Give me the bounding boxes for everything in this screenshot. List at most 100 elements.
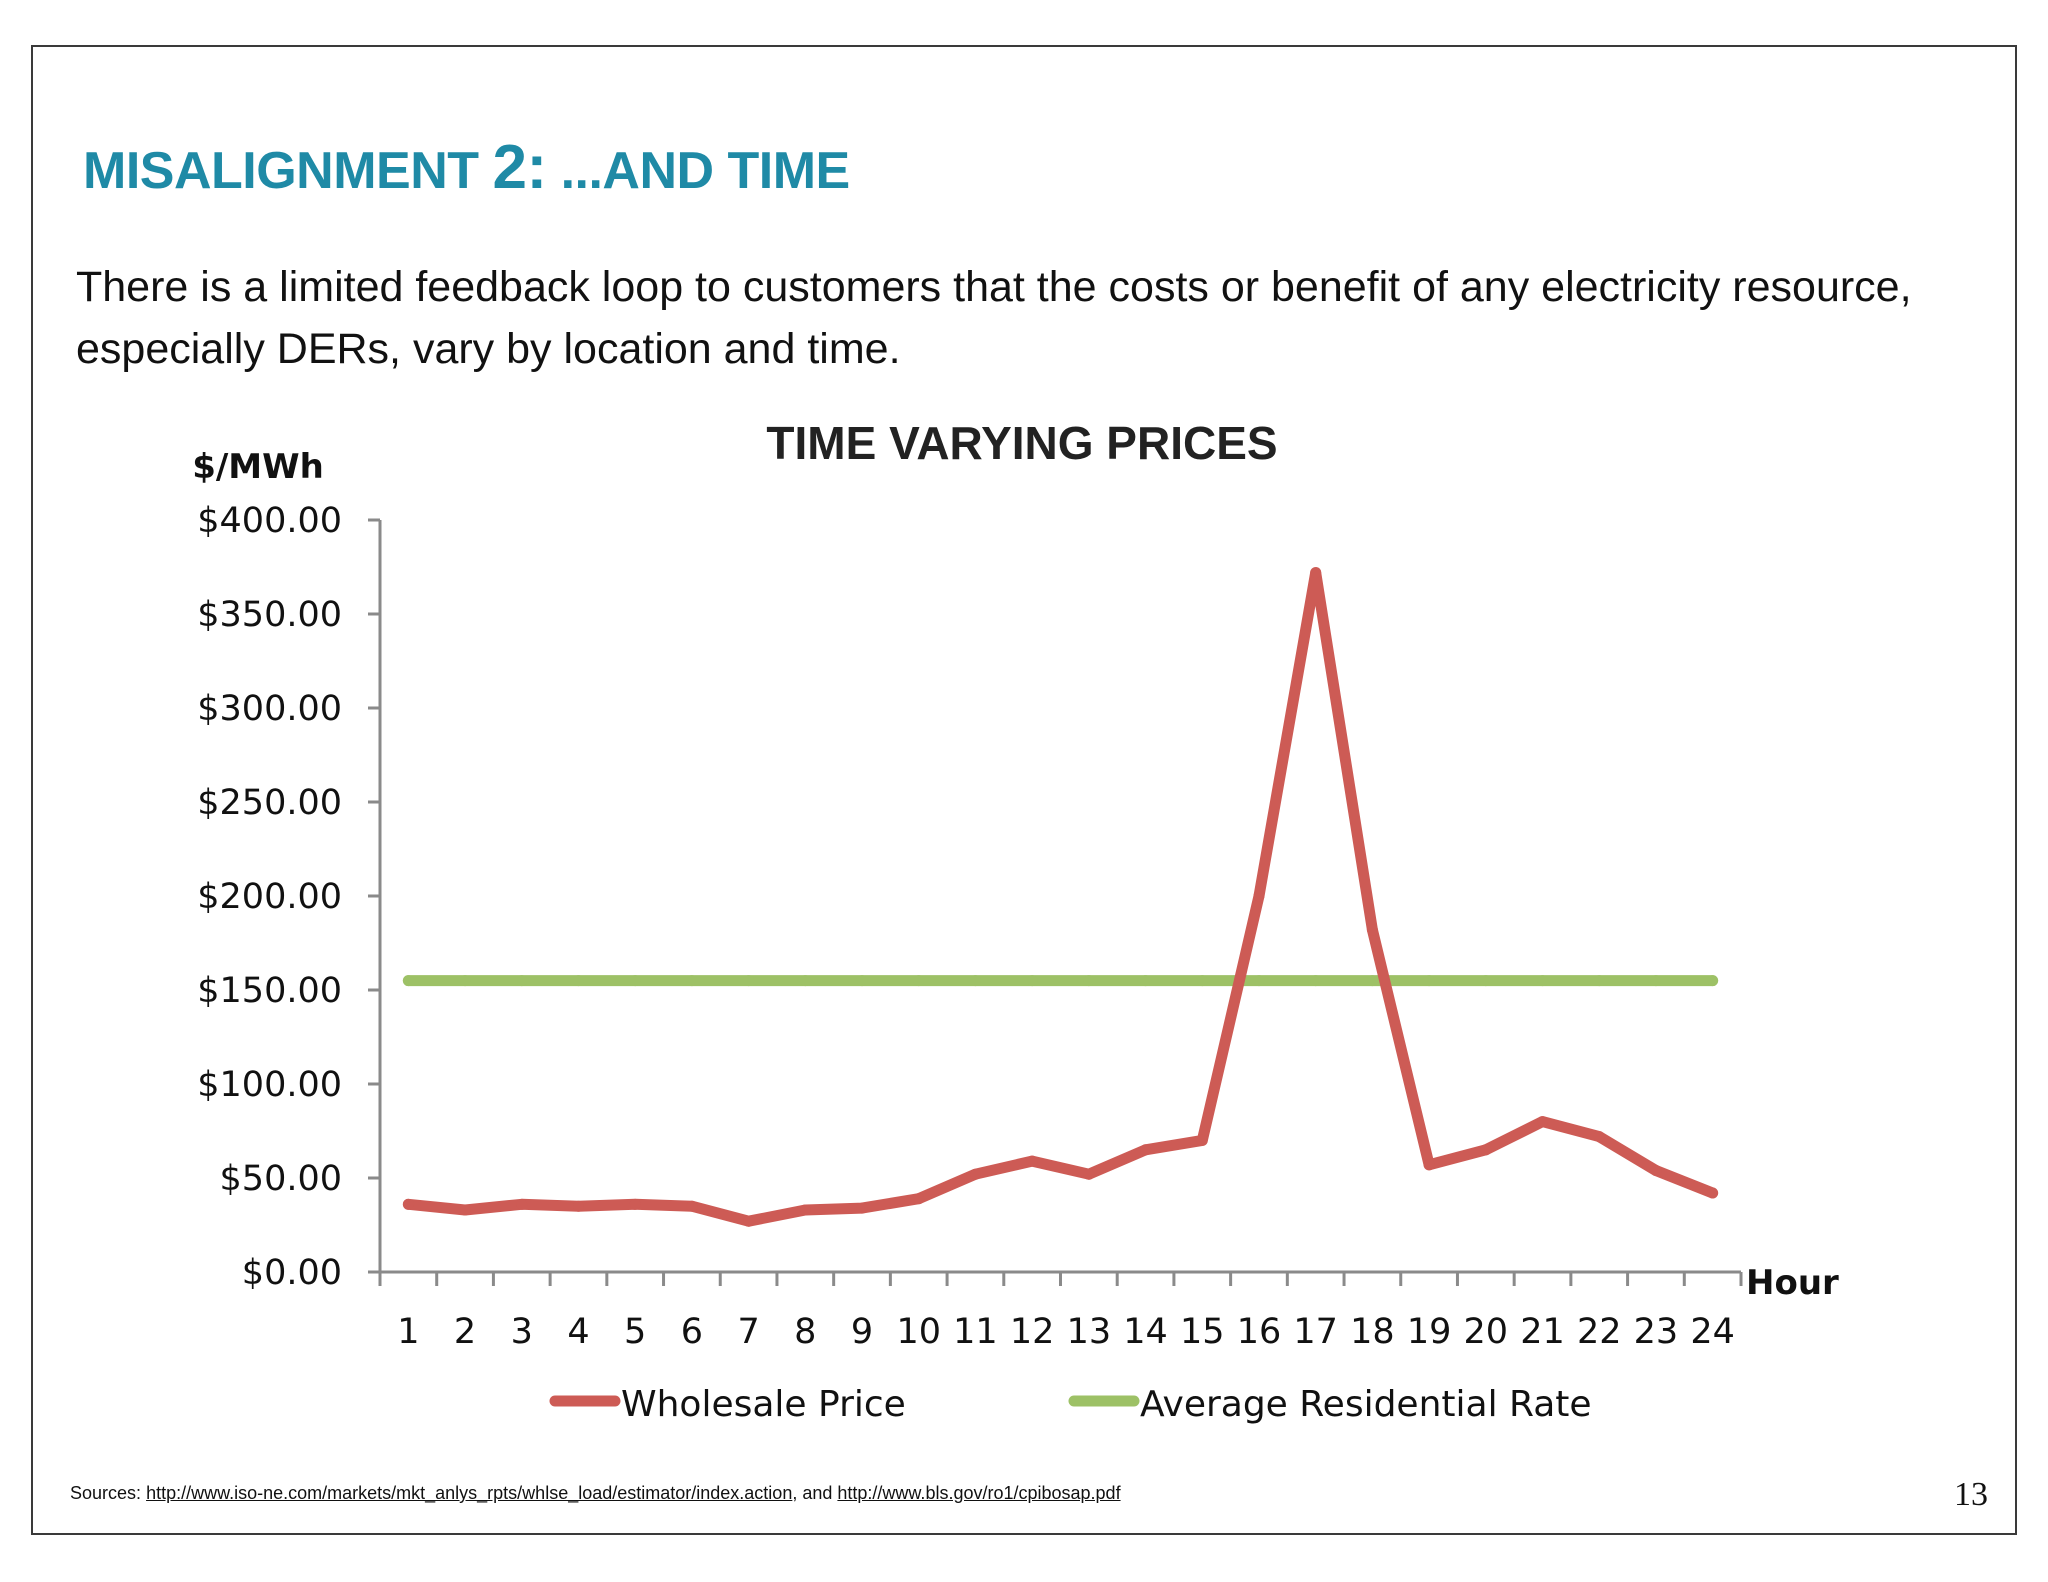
average-residential-rate-point: [743, 975, 755, 987]
x-tick-label: 17: [1293, 1312, 1338, 1352]
y-tick-label: $150.00: [197, 971, 342, 1011]
y-tick-label: $0.00: [242, 1253, 342, 1293]
heading-number: 2:: [492, 133, 547, 202]
average-residential-rate-point: [629, 975, 641, 987]
x-axis-label: Hour: [1746, 1263, 1839, 1303]
average-residential-rate-point: [799, 975, 811, 987]
average-residential-rate-point: [1423, 975, 1435, 987]
y-tick-label: $200.00: [197, 877, 342, 917]
slide-heading: MISALIGNMENT 2: ...AND TIME: [83, 132, 850, 203]
x-tick-label: 7: [737, 1312, 759, 1352]
y-tick-label: $100.00: [197, 1065, 342, 1105]
average-residential-rate-point: [1650, 975, 1662, 987]
average-residential-rate-point: [1253, 975, 1265, 987]
wholesale-price-point: [1253, 890, 1265, 902]
sources-label: Sources:: [70, 1483, 142, 1503]
wholesale-price-point: [1650, 1164, 1662, 1176]
average-residential-rate-point: [1593, 975, 1605, 987]
chart-title: TIME VARYING PRICES: [766, 417, 1277, 469]
average-residential-rate-point: [1083, 975, 1095, 987]
wholesale-price-point: [1423, 1159, 1435, 1171]
x-axis: 1 2 3 4 5 6 7 8 9 10 11 12 13 14 15 16 17 18 19 20 21 22 23 24: [378, 1270, 1743, 1352]
wholesale-price-point: [913, 1193, 925, 1205]
wholesale-price-point: [1366, 924, 1378, 936]
source-link-iso-ne[interactable]: http://www.iso-ne.com/markets/mkt_anlys_…: [146, 1483, 793, 1503]
series-layer: [402, 567, 1719, 1227]
wholesale-price-point: [1026, 1155, 1038, 1167]
wholesale-price-point: [402, 1198, 414, 1210]
sources-note: Sources: http://www.iso-ne.com/markets/m…: [70, 1483, 1121, 1504]
x-tick-label: 4: [567, 1312, 589, 1352]
wholesale-price-point: [1140, 1144, 1152, 1156]
average-residential-rate-point: [686, 975, 698, 987]
wholesale-price-point: [743, 1215, 755, 1227]
wholesale-price-point: [629, 1198, 641, 1210]
x-tick-label: 16: [1237, 1312, 1282, 1352]
x-tick-label: 22: [1577, 1312, 1622, 1352]
heading-part1: MISALIGNMENT: [83, 142, 479, 200]
page-number: 13: [1954, 1476, 1988, 1513]
x-tick-label: 3: [511, 1312, 533, 1352]
wholesale-price-point: [516, 1198, 528, 1210]
average-residential-rate-point: [572, 975, 584, 987]
wholesale-price-point: [572, 1200, 584, 1212]
x-tick-label: 24: [1690, 1312, 1735, 1352]
average-residential-rate-point: [402, 975, 414, 987]
source-link-bls[interactable]: http://www.bls.gov/ro1/cpibosap.pdf: [837, 1483, 1121, 1503]
y-axis: $0.00 $50.00 $100.00 $150.00 $200.00 $250.00 $…: [197, 501, 382, 1293]
y-tick-label: $350.00: [197, 595, 342, 635]
average-residential-rate-point: [1537, 975, 1549, 987]
wholesale-price-point: [459, 1204, 471, 1216]
y-tick-label: $300.00: [197, 689, 342, 729]
heading-part2: ...AND TIME: [560, 142, 851, 200]
average-residential-rate-point: [459, 975, 471, 987]
wholesale-price-point: [1537, 1116, 1549, 1128]
wholesale-price-point: [1083, 1168, 1095, 1180]
x-tick-label: 5: [624, 1312, 646, 1352]
slide-frame: [31, 45, 2017, 1535]
wholesale-price-point: [799, 1204, 811, 1216]
average-residential-rate-point: [1366, 975, 1378, 987]
x-tick-label: 21: [1520, 1312, 1565, 1352]
x-tick-label: 2: [454, 1312, 476, 1352]
x-tick-label: 9: [851, 1312, 873, 1352]
x-tick-label: 12: [1010, 1312, 1055, 1352]
sources-conjunction: , and: [792, 1483, 833, 1503]
wholesale-price-point: [1707, 1187, 1719, 1199]
wholesale-price-point: [856, 1202, 868, 1214]
x-tick-label: 8: [794, 1312, 816, 1352]
x-tick-label: 18: [1350, 1312, 1395, 1352]
wholesale-price-point: [1196, 1134, 1208, 1146]
wholesale-price-point: [969, 1168, 981, 1180]
x-tick-label: 1: [397, 1312, 419, 1352]
average-residential-rate-point: [1480, 975, 1492, 987]
x-tick-label: 10: [896, 1312, 941, 1352]
wholesale-price-point: [1310, 567, 1322, 579]
x-tick-label: 6: [681, 1312, 703, 1352]
x-tick-label: 13: [1067, 1312, 1112, 1352]
x-tick-label: 11: [953, 1312, 998, 1352]
average-residential-rate-point: [969, 975, 981, 987]
wholesale-price-point: [1593, 1131, 1605, 1143]
average-residential-rate-point: [1196, 975, 1208, 987]
average-residential-rate-point: [856, 975, 868, 987]
average-residential-rate-point: [1310, 975, 1322, 987]
legend: Wholesale Price Average Residential Rate: [549, 1384, 1592, 1425]
legend-label: Wholesale Price: [621, 1384, 906, 1425]
x-tick-label: 20: [1464, 1312, 1509, 1352]
y-tick-label: $250.00: [197, 783, 342, 823]
average-residential-rate-point: [1707, 975, 1719, 987]
wholesale-price-point: [1480, 1144, 1492, 1156]
legend-label: Average Residential Rate: [1140, 1384, 1592, 1425]
average-residential-rate-point: [913, 975, 925, 987]
wholesale-price-point: [686, 1200, 698, 1212]
average-residential-rate-point: [1140, 975, 1152, 987]
average-residential-rate-point: [516, 975, 528, 987]
x-tick-label: 23: [1634, 1312, 1679, 1352]
x-tick-label: 19: [1407, 1312, 1452, 1352]
average-residential-rate-point: [1026, 975, 1038, 987]
x-tick-label: 14: [1123, 1312, 1168, 1352]
x-tick-label: 15: [1180, 1312, 1225, 1352]
y-tick-label: $50.00: [220, 1159, 342, 1199]
